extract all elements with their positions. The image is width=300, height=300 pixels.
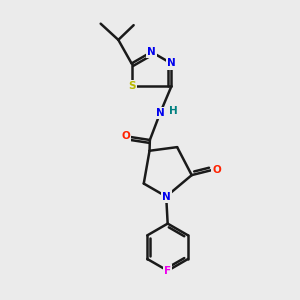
Text: S: S xyxy=(128,81,135,92)
Text: N: N xyxy=(167,58,176,68)
Text: N: N xyxy=(147,47,156,57)
Text: N: N xyxy=(162,191,171,202)
Text: O: O xyxy=(121,131,130,142)
Text: N: N xyxy=(156,108,164,118)
Text: H: H xyxy=(169,106,178,116)
Text: F: F xyxy=(164,266,171,276)
Text: O: O xyxy=(212,165,221,175)
